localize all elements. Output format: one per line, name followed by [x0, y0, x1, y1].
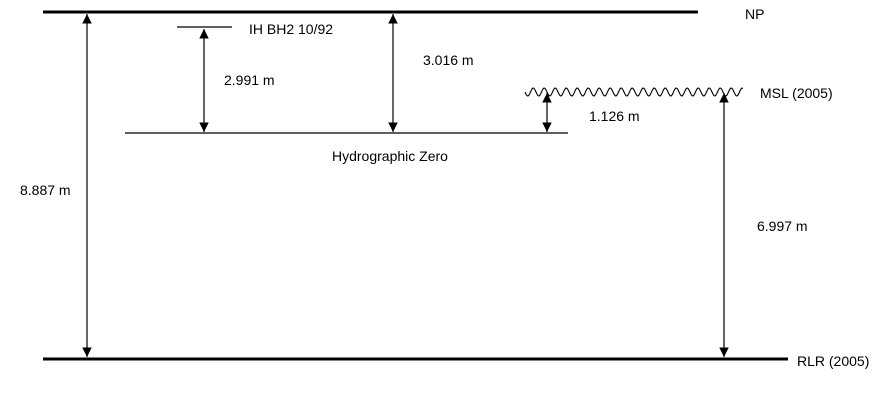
msl-label: MSL (2005)	[760, 85, 833, 101]
np-to-rlr-value: 8.887 m	[20, 182, 71, 198]
rlr-label: RLR (2005)	[797, 353, 869, 369]
np-label: NP	[745, 6, 764, 22]
msl-wave-line	[524, 87, 744, 97]
hz-to-msl-value: 1.126 m	[589, 108, 640, 124]
msl-to-rlr-value: 6.997 m	[757, 218, 808, 234]
ih-to-hz-value: 2.991 m	[224, 72, 275, 88]
ih-bh2-label: IH BH2 10/92	[249, 21, 333, 37]
np-to-hz-value: 3.016 m	[423, 52, 474, 68]
hydrographic-zero-label: Hydrographic Zero	[332, 148, 448, 164]
